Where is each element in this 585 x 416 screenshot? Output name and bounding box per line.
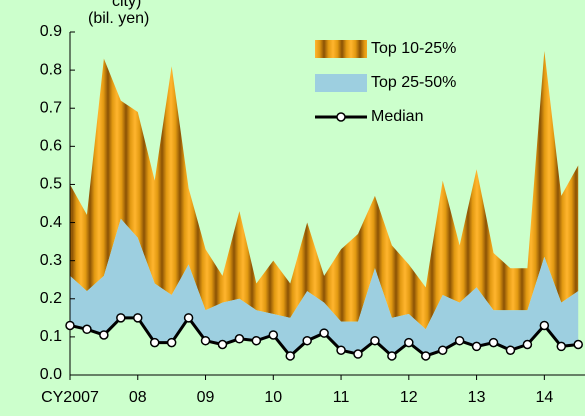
y-tick-label: 0.9 [40,23,62,40]
median-marker [319,328,329,338]
median-marker [99,330,109,340]
median-marker [285,351,295,361]
median-marker [116,313,126,323]
unit-label: (bil. yen) [88,10,149,27]
y-tick-label: 0.0 [40,366,62,383]
median-marker [268,330,279,340]
median-marker [539,320,550,331]
legend-label: Median [371,108,423,125]
x-tick-label: 12 [400,389,418,406]
x-tick-label: 09 [197,389,215,406]
y-tick-label: 0.7 [40,99,62,116]
median-marker [133,313,143,323]
x-tick-label: 08 [129,389,147,406]
median-marker [522,339,533,350]
median-marker [251,335,262,346]
median-marker [471,341,482,352]
median-marker [370,335,380,346]
legend-label: Top 25-50% [371,74,456,91]
median-marker [200,335,211,346]
median-marker [387,351,397,361]
y-tick-label: 0.8 [40,61,62,78]
x-tick-label: CY2007 [41,389,99,406]
median-marker [454,335,465,346]
median-marker [149,337,160,348]
median-marker [421,351,431,361]
median-marker [488,337,499,348]
median-marker [302,335,312,346]
median-marker [404,337,414,348]
y-tick-label: 0.2 [40,290,62,307]
y-tick-label: 0.6 [40,138,62,155]
y-tick-label: 0.3 [40,252,62,269]
x-tick-label: 10 [264,389,282,406]
median-marker [217,339,228,350]
median-marker [573,339,583,350]
median-marker [336,345,346,355]
legend-swatch [315,40,367,58]
area-band [70,51,579,330]
y-tick-label: 0.5 [40,176,62,193]
median-marker [183,313,194,323]
median-marker [82,324,92,335]
median-marker [353,349,363,359]
legend-swatch [315,74,367,92]
x-tick-label: 14 [535,389,553,406]
y-tick-label: 0.1 [40,328,62,345]
median-marker [166,337,177,348]
legend-label: Top 10-25% [371,40,456,57]
median-marker [437,345,448,355]
y-tick-label: 0.4 [40,214,62,231]
x-tick-label: 11 [333,389,350,406]
chart-title: city) [112,0,141,10]
median-marker [505,345,516,355]
median-marker [234,334,245,344]
median-marker [65,320,75,331]
legend-marker [336,112,346,122]
median-marker [556,341,567,352]
x-tick-label: 13 [468,389,486,406]
area-band [70,218,579,356]
